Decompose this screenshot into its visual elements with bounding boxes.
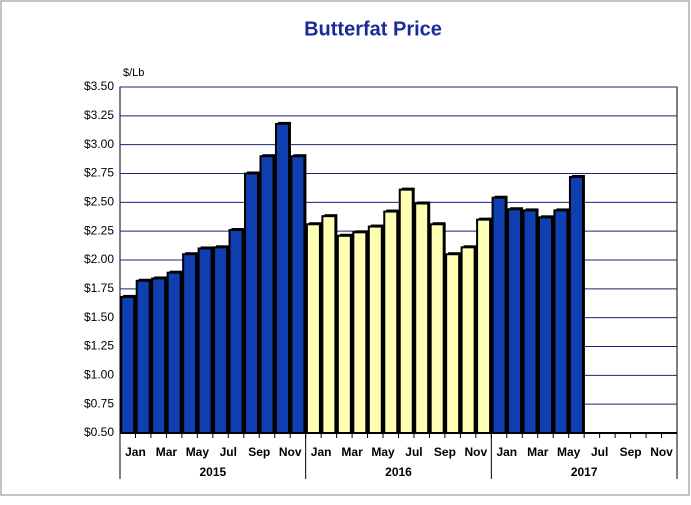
bar bbox=[135, 279, 151, 435]
bar bbox=[476, 218, 492, 434]
bar bbox=[429, 223, 445, 434]
bar bbox=[182, 253, 198, 434]
y-tick-label: $1.75 bbox=[84, 281, 114, 295]
y-tick-label: $3.50 bbox=[84, 79, 114, 93]
y-tick-label: $2.75 bbox=[84, 166, 114, 180]
bar bbox=[305, 223, 321, 434]
y-tick-label: $0.75 bbox=[84, 396, 114, 410]
x-tick-label: Jul bbox=[220, 445, 237, 459]
y-tick-label: $3.00 bbox=[84, 137, 114, 151]
y-tick-label: $1.00 bbox=[84, 368, 114, 382]
bar bbox=[522, 209, 538, 434]
x-tick-label: Nov bbox=[465, 445, 488, 459]
y-tick-label: $0.50 bbox=[84, 425, 114, 439]
x-tick-label: May bbox=[186, 445, 210, 459]
y-axis-unit: $/Lb bbox=[123, 67, 144, 79]
y-tick-label: $2.50 bbox=[84, 195, 114, 209]
chart-title: Butterfat Price bbox=[304, 18, 442, 40]
x-tick-label: Jan bbox=[496, 445, 517, 459]
bar bbox=[383, 210, 399, 434]
bar bbox=[228, 229, 244, 434]
bar bbox=[414, 202, 430, 434]
bar bbox=[553, 209, 569, 434]
bar bbox=[197, 247, 213, 434]
bar bbox=[367, 225, 383, 434]
year-label: 2017 bbox=[571, 465, 598, 479]
x-tick-label: Nov bbox=[279, 445, 302, 459]
x-tick-label: May bbox=[371, 445, 395, 459]
year-label: 2015 bbox=[199, 465, 226, 479]
bar bbox=[120, 295, 136, 435]
x-tick-label: Jul bbox=[405, 445, 422, 459]
y-tick-label: $2.00 bbox=[84, 252, 114, 266]
bar bbox=[537, 216, 553, 434]
bar bbox=[244, 172, 260, 434]
y-tick-label: $2.25 bbox=[84, 223, 114, 237]
x-tick-label: Sep bbox=[248, 445, 270, 459]
bar bbox=[460, 246, 476, 434]
bar bbox=[166, 271, 182, 435]
x-tick-label: May bbox=[557, 445, 581, 459]
bar bbox=[274, 122, 290, 434]
x-tick-label: Mar bbox=[527, 445, 549, 459]
y-tick-label: $3.25 bbox=[84, 108, 114, 122]
x-tick-label: Jan bbox=[311, 445, 332, 459]
bar bbox=[568, 175, 584, 435]
bar bbox=[352, 231, 368, 434]
x-tick-label: Jan bbox=[125, 445, 146, 459]
x-tick-label: Sep bbox=[620, 445, 642, 459]
y-tick-label: $1.25 bbox=[84, 339, 114, 353]
bar bbox=[445, 253, 461, 434]
bar bbox=[259, 155, 275, 434]
x-tick-label: Nov bbox=[650, 445, 673, 459]
bar bbox=[321, 215, 337, 434]
year-label: 2016 bbox=[385, 465, 412, 479]
x-tick-label: Mar bbox=[341, 445, 363, 459]
x-tick-label: Jul bbox=[591, 445, 608, 459]
bar bbox=[491, 196, 507, 434]
x-tick-label: Mar bbox=[156, 445, 178, 459]
bar bbox=[398, 188, 414, 434]
bar bbox=[151, 277, 167, 434]
y-tick-label: $1.50 bbox=[84, 310, 114, 324]
bar bbox=[336, 234, 352, 434]
bar bbox=[213, 246, 229, 434]
x-tick-label: Sep bbox=[434, 445, 456, 459]
bar bbox=[290, 155, 306, 434]
bar bbox=[507, 208, 523, 434]
